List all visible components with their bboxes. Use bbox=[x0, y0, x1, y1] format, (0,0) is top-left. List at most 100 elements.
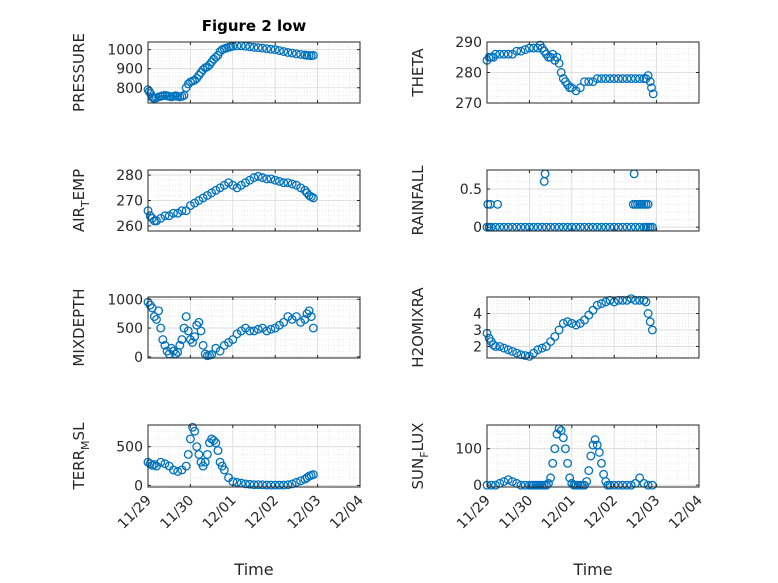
data-point bbox=[622, 480, 632, 490]
data-point bbox=[200, 457, 210, 467]
y-tick-label: 0 bbox=[473, 478, 482, 494]
data-point bbox=[584, 466, 594, 476]
data-point bbox=[181, 312, 191, 322]
data-point bbox=[635, 473, 645, 483]
data-point bbox=[499, 343, 509, 353]
data-point bbox=[308, 323, 318, 333]
data-point bbox=[645, 77, 655, 87]
data-point bbox=[512, 348, 522, 358]
y-tick-label: 270 bbox=[455, 96, 482, 112]
data-point bbox=[249, 42, 259, 52]
data-point bbox=[156, 457, 166, 467]
y-tick-label: 0 bbox=[134, 478, 143, 494]
data-point bbox=[270, 175, 280, 185]
data-point bbox=[601, 297, 611, 307]
x-tick-label: 12/03 bbox=[624, 493, 664, 533]
data-point bbox=[253, 480, 263, 490]
data-point bbox=[270, 480, 280, 490]
data-point bbox=[209, 436, 219, 445]
data-point bbox=[645, 317, 655, 327]
y-tick-label: 100 bbox=[455, 442, 482, 458]
data-point bbox=[177, 335, 187, 345]
data-point bbox=[211, 438, 221, 448]
data-point bbox=[635, 74, 645, 84]
data-point bbox=[245, 479, 255, 489]
data-point bbox=[541, 480, 551, 490]
data-point bbox=[249, 326, 259, 336]
data-point bbox=[245, 42, 255, 52]
data-point bbox=[173, 467, 183, 476]
x-tick-label: 12/02 bbox=[581, 493, 621, 533]
data-point bbox=[491, 49, 500, 59]
data-point bbox=[262, 480, 272, 490]
data-point bbox=[232, 477, 242, 487]
data-point bbox=[643, 480, 653, 490]
data-point bbox=[306, 312, 316, 322]
data-point bbox=[495, 49, 505, 59]
data-point bbox=[279, 480, 289, 490]
chart-title: Figure 2 low bbox=[202, 17, 307, 35]
y-tick-label: 500 bbox=[116, 321, 143, 337]
x-tick-label: 12/04 bbox=[666, 492, 706, 532]
data-point bbox=[618, 295, 628, 305]
data-point bbox=[291, 312, 301, 322]
data-point bbox=[274, 46, 284, 56]
data-point bbox=[643, 71, 653, 80]
data-point bbox=[262, 174, 272, 184]
data-point bbox=[533, 345, 543, 355]
data-point bbox=[520, 45, 530, 55]
y-tick-label: 4 bbox=[473, 306, 482, 322]
data-point bbox=[626, 294, 636, 304]
data-point bbox=[291, 477, 301, 487]
x-tick-label: 11/30 bbox=[496, 493, 536, 533]
axes-box bbox=[486, 169, 700, 232]
data-point bbox=[558, 433, 568, 443]
data-point bbox=[507, 477, 517, 486]
data-point bbox=[499, 477, 509, 486]
data-point bbox=[592, 300, 602, 310]
data-point bbox=[241, 479, 250, 489]
data-point bbox=[270, 45, 280, 55]
data-point bbox=[503, 49, 513, 59]
subplot-7: 0 100 11/29 11/30 12/01 12/02 12/03 12/04 SUNFLU… bbox=[409, 423, 706, 579]
data-point bbox=[647, 83, 656, 93]
data-point bbox=[283, 178, 293, 188]
data-point bbox=[306, 192, 316, 202]
data-point bbox=[258, 173, 267, 183]
y-axis-label: SUNFLUX bbox=[409, 423, 431, 490]
data-point bbox=[618, 74, 628, 84]
data-point bbox=[279, 317, 289, 327]
data-point bbox=[491, 480, 500, 490]
subplot-0: 800 900 1000 PRESSURE Figure 2 low bbox=[70, 17, 361, 112]
data-point bbox=[554, 58, 564, 68]
data-point bbox=[565, 473, 575, 483]
data-point bbox=[202, 450, 212, 459]
data-point bbox=[558, 318, 568, 328]
y-tick-label: 3 bbox=[473, 323, 482, 339]
data-point bbox=[594, 447, 604, 457]
y-tick-label: 0.5 bbox=[460, 182, 482, 198]
y-axis-label: RAINFALL bbox=[409, 165, 427, 236]
data-point bbox=[548, 458, 558, 468]
subplot-6: 0 500 11/29 11/30 12/01 12/02 12/03 12/04 TERRMS… bbox=[70, 422, 367, 579]
data-point bbox=[154, 306, 164, 316]
data-point bbox=[253, 43, 263, 53]
x-axis-label: Time bbox=[572, 560, 612, 579]
data-point bbox=[597, 74, 606, 84]
data-point bbox=[586, 451, 596, 461]
data-point bbox=[198, 340, 208, 350]
data-point bbox=[493, 199, 503, 209]
data-point bbox=[185, 434, 195, 444]
y-axis-label: AIRTEMP bbox=[70, 169, 92, 232]
x-axis-label: Time bbox=[233, 560, 273, 579]
data-point bbox=[613, 74, 623, 84]
data-point bbox=[160, 211, 170, 221]
data-point bbox=[537, 343, 547, 353]
data-point bbox=[253, 171, 263, 181]
data-point bbox=[597, 299, 606, 309]
y-tick-label: 1000 bbox=[107, 43, 143, 59]
data-point bbox=[291, 49, 301, 59]
y-tick-label: 0 bbox=[134, 350, 143, 366]
axes-box bbox=[147, 41, 361, 104]
